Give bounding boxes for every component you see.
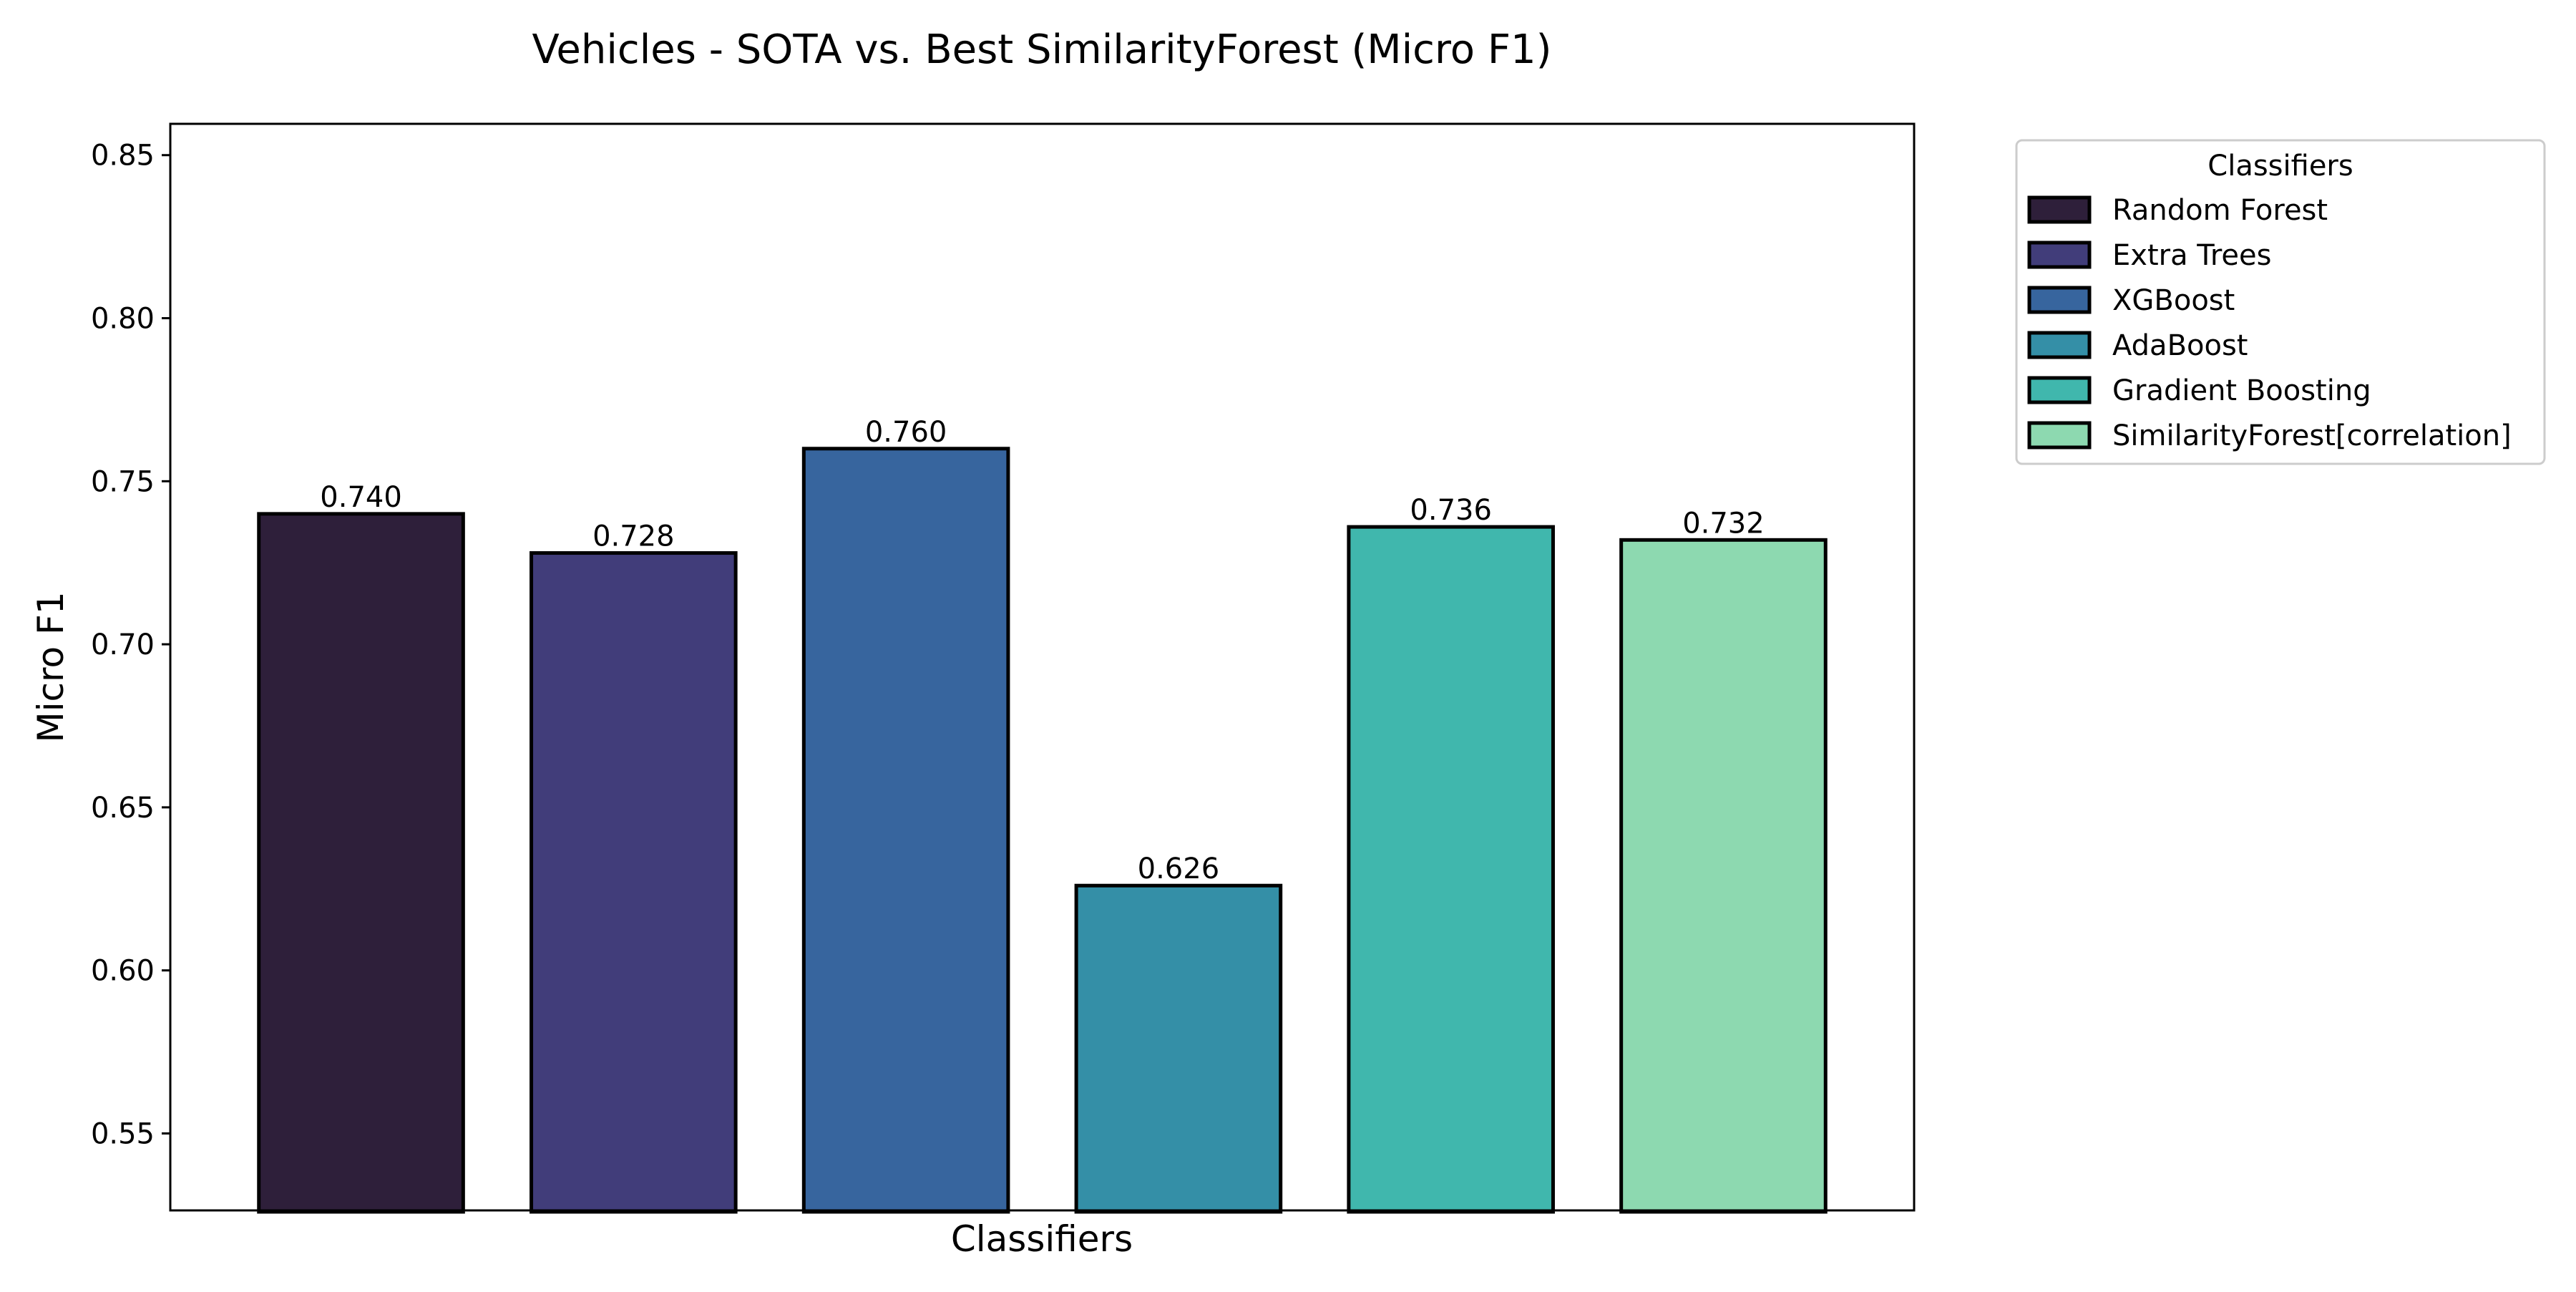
legend-swatch-5 bbox=[2027, 421, 2092, 450]
bar-2 bbox=[801, 447, 1010, 1214]
legend-label-2: XGBoost bbox=[2112, 284, 2235, 317]
bar-value-label-0: 0.740 bbox=[320, 481, 402, 514]
bar-value-label-3: 0.626 bbox=[1138, 853, 1220, 885]
bar-0 bbox=[257, 512, 465, 1214]
legend-swatch-2 bbox=[2027, 286, 2092, 314]
value-labels-layer: 0.740 0.728 0.760 0.626 0.736 0.732 bbox=[320, 416, 1764, 885]
legend-label-3: AdaBoost bbox=[2112, 329, 2248, 362]
legend: Classifiers Random Forest Extra Trees XGBo… bbox=[2015, 139, 2546, 465]
legend-swatch-0 bbox=[2027, 195, 2092, 224]
bars-layer bbox=[257, 447, 1828, 1214]
legend-swatch-1 bbox=[2027, 241, 2092, 269]
y-tick-label-5: 0.80 bbox=[91, 303, 155, 336]
y-tick-label-2: 0.65 bbox=[91, 792, 155, 825]
plot-area-frame bbox=[169, 122, 1916, 1212]
bar-value-label-5: 0.732 bbox=[1682, 507, 1765, 540]
y-tick-label-6: 0.85 bbox=[91, 140, 155, 173]
bar-4 bbox=[1347, 525, 1555, 1214]
legend-box bbox=[2015, 139, 2546, 465]
legend-entries: Random Forest Extra Trees XGBoost AdaBoost G… bbox=[2027, 194, 2512, 452]
y-tick-label-0: 0.55 bbox=[91, 1117, 155, 1150]
y-axis-ticks: 0.55 0.60 0.65 0.70 0.75 0.80 0.85 bbox=[91, 140, 170, 1150]
bar-3 bbox=[1074, 883, 1283, 1214]
y-tick-label-1: 0.60 bbox=[91, 955, 155, 988]
legend-title: Classifiers bbox=[2207, 150, 2353, 183]
y-axis-label: Micro F1 bbox=[30, 591, 72, 742]
chart-title: Vehicles - SOTA vs. Best SimilarityFores… bbox=[532, 26, 1551, 73]
y-tick-label-3: 0.70 bbox=[91, 628, 155, 661]
legend-label-1: Extra Trees bbox=[2112, 239, 2271, 272]
legend-label-5: SimilarityForest[correlation] bbox=[2112, 419, 2512, 452]
legend-label-4: Gradient Boosting bbox=[2112, 374, 2371, 407]
bar-value-label-4: 0.736 bbox=[1410, 494, 1492, 527]
y-tick-label-4: 0.75 bbox=[91, 465, 155, 498]
bar-value-label-2: 0.760 bbox=[865, 416, 947, 449]
legend-swatch-4 bbox=[2027, 376, 2092, 404]
bar-5 bbox=[1619, 538, 1828, 1214]
x-axis-label: Classifiers bbox=[951, 1218, 1133, 1260]
bar-value-label-1: 0.728 bbox=[592, 520, 675, 553]
legend-swatch-3 bbox=[2027, 331, 2092, 359]
legend-label-0: Random Forest bbox=[2112, 194, 2328, 227]
bar-1 bbox=[530, 551, 738, 1214]
